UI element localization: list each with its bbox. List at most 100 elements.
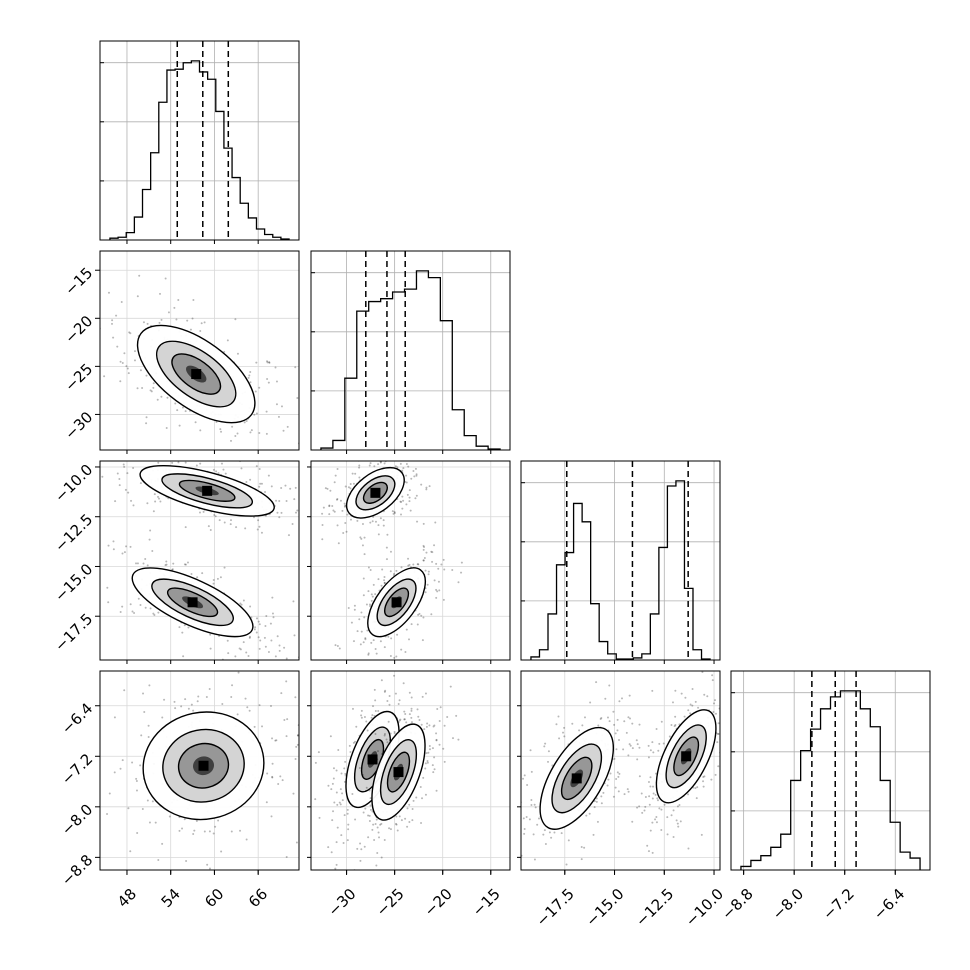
scatter-point [367, 566, 370, 569]
scatter-point [339, 499, 342, 502]
scatter-point [165, 560, 168, 563]
scatter-point [555, 723, 558, 726]
scatter-point [315, 768, 317, 770]
scatter-point [408, 803, 411, 806]
scatter-point [301, 707, 303, 709]
scatter-point [157, 611, 160, 614]
scatter-point [405, 721, 408, 724]
scatter-point [405, 455, 407, 457]
scatter-point [525, 816, 528, 819]
x-axis-p3: −8.8 −8.0 −7.2 −6.4 [718, 870, 908, 923]
x-tick-label: −25 [373, 885, 408, 920]
scatter-point [346, 808, 349, 811]
scatter-point [530, 799, 533, 802]
scatter-point [457, 581, 460, 584]
scatter-point [563, 726, 566, 729]
scatter-point [344, 760, 347, 763]
scatter-point [385, 738, 388, 741]
scatter-point [119, 380, 122, 383]
scatter-point [676, 822, 679, 825]
scatter-point [334, 867, 337, 870]
scatter-point [147, 724, 150, 727]
scatter-point [264, 645, 267, 648]
scatter-point [371, 828, 374, 831]
scatter-point [589, 701, 592, 704]
scatter-point [187, 707, 190, 710]
scatter-point [178, 829, 181, 832]
joint-panel [99, 460, 300, 661]
scatter-point [157, 461, 160, 464]
scatter-point [101, 475, 104, 478]
scatter-point [177, 461, 180, 464]
scatter-point [374, 709, 377, 712]
histogram-step [740, 690, 921, 870]
scatter-point [141, 387, 144, 390]
scatter-point [324, 487, 327, 490]
scatter-point [623, 720, 626, 723]
scatter-point [249, 605, 252, 608]
scatter-point [706, 695, 709, 698]
scatter-point [414, 437, 416, 439]
scatter-point [347, 823, 350, 826]
scatter-point [376, 826, 379, 829]
density-peak [202, 485, 213, 496]
scatter-point [381, 741, 384, 744]
scatter-point [622, 748, 625, 751]
scatter-point [674, 724, 677, 727]
scatter-point [304, 440, 306, 442]
scatter-point [738, 708, 740, 710]
scatter-point [396, 466, 399, 469]
scatter-point [727, 677, 729, 679]
scatter-point [408, 496, 411, 499]
scatter-point [291, 522, 294, 525]
scatter-point [107, 544, 110, 547]
scatter-point [726, 767, 728, 769]
scatter-point [276, 511, 279, 514]
scatter-point [338, 801, 341, 804]
scatter-point [696, 786, 699, 789]
scatter-point [140, 734, 143, 737]
scatter-point [265, 410, 268, 413]
scatter-point [258, 468, 261, 471]
scatter-point [113, 716, 116, 719]
scatter-point [640, 792, 643, 795]
scatter-point [623, 793, 626, 796]
histogram-panel [99, 40, 300, 241]
scatter-point [382, 524, 385, 527]
scatter-point [672, 809, 675, 812]
scatter-point [146, 502, 149, 505]
scatter-point [332, 810, 335, 813]
x-tick-label: −6.4 [870, 885, 908, 923]
scatter-point [242, 641, 245, 644]
scatter-point [377, 533, 380, 536]
scatter-point [395, 815, 398, 818]
scatter-point [673, 725, 676, 728]
scatter-point [335, 863, 338, 866]
scatter-point [384, 689, 387, 692]
scatter-point [595, 681, 598, 684]
scatter-point [255, 631, 258, 634]
scatter-point [581, 724, 584, 727]
scatter-point [137, 597, 140, 600]
scatter-point [437, 443, 439, 445]
y-tick-label: −10.0 [51, 461, 96, 506]
scatter-point [180, 705, 183, 708]
scatter-point [121, 759, 124, 762]
scatter-point [308, 713, 310, 715]
scatter-point [717, 722, 720, 725]
scatter-point [249, 371, 252, 374]
scatter-point [227, 652, 230, 655]
scatter-point [410, 707, 413, 710]
scatter-point [253, 725, 256, 728]
scatter-point [344, 485, 347, 488]
scatter-point [583, 846, 586, 849]
scatter-point [402, 499, 405, 502]
scatter-point [435, 738, 438, 741]
scatter-point [683, 715, 686, 718]
scatter-point [245, 651, 248, 654]
scatter-point [411, 447, 413, 449]
scatter-point [207, 525, 210, 528]
scatter-point [651, 689, 654, 692]
scatter-point [395, 569, 398, 572]
scatter-point [417, 563, 420, 566]
